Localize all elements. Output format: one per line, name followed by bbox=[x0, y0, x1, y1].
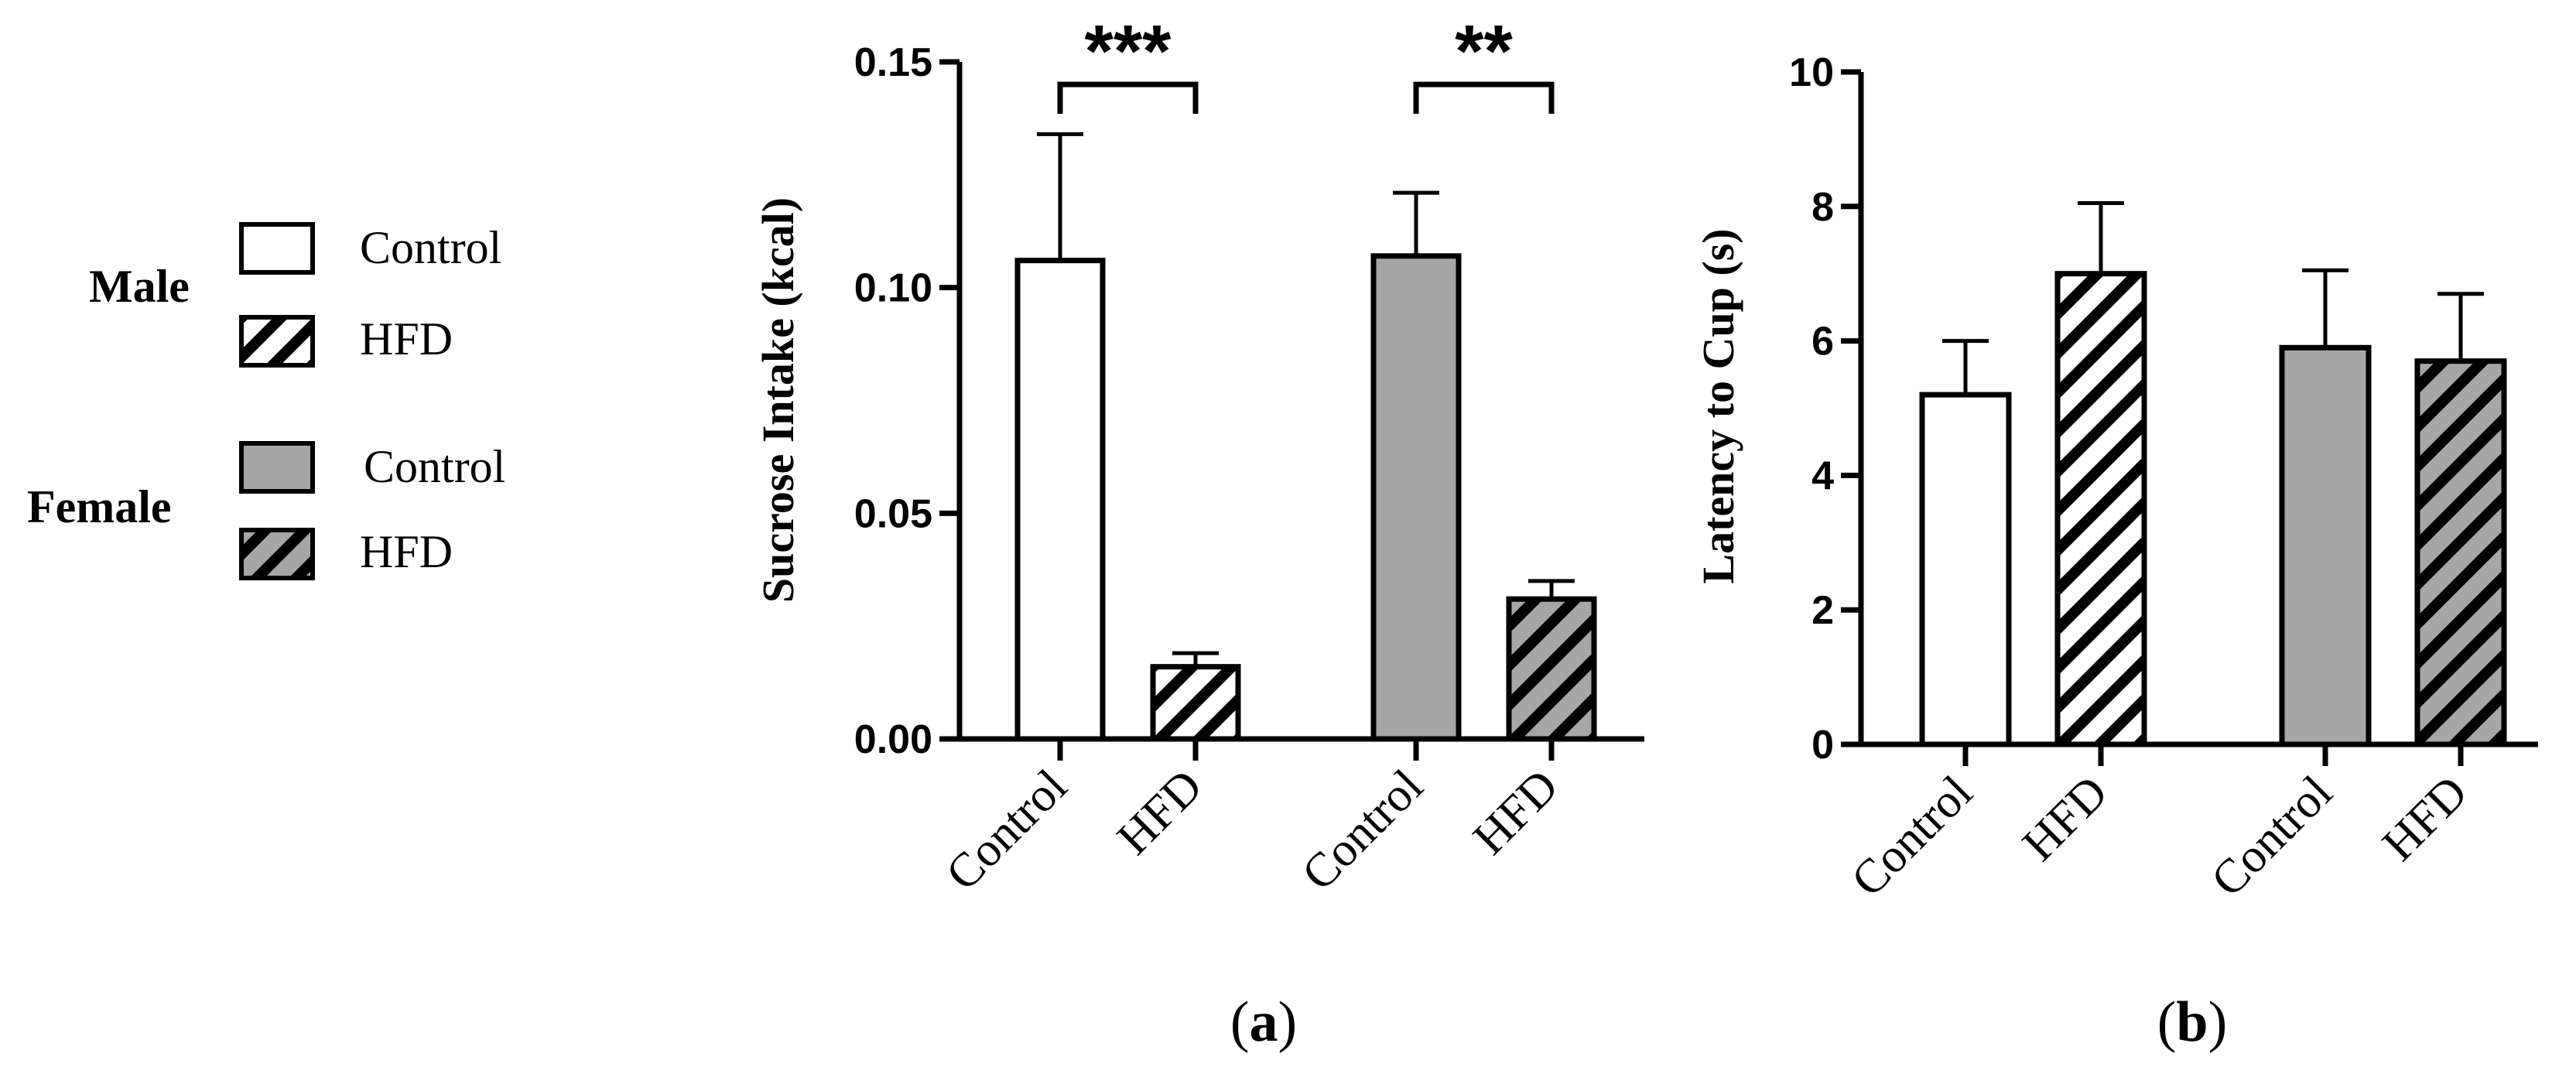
panel-label-a: (a) bbox=[1230, 990, 1297, 1054]
bar-male-hfd bbox=[2054, 271, 2147, 747]
legend-label-male-hfd: HFD bbox=[360, 313, 453, 364]
legend-group-female: Female bbox=[27, 481, 172, 532]
y-tick-label: 0 bbox=[1811, 723, 1834, 768]
category-label: Control bbox=[1842, 766, 1982, 907]
legend-group-male: Male bbox=[89, 261, 190, 312]
significance-label: ** bbox=[1455, 10, 1513, 93]
category-label: Control bbox=[2201, 766, 2342, 907]
significance-bracket bbox=[1057, 81, 1199, 115]
legend-swatch-female-control bbox=[239, 441, 315, 494]
category-label: Control bbox=[1292, 760, 1433, 901]
bar-female-control bbox=[1370, 253, 1462, 742]
panel-label-a-letter: a bbox=[1250, 990, 1278, 1054]
y-tick-label: 6 bbox=[1811, 320, 1834, 364]
bar-male-control bbox=[1014, 258, 1106, 742]
panel-label-b-letter: b bbox=[2176, 990, 2208, 1054]
y-tick-label: 0.15 bbox=[854, 40, 932, 85]
legend-label-female-hfd: HFD bbox=[360, 526, 453, 577]
y-axis-title-a: Sucrose Intake (kcal) bbox=[753, 197, 803, 603]
bar-male-hfd bbox=[1150, 664, 1241, 742]
bar-male-control bbox=[1919, 392, 2012, 747]
chart-panel-a: Sucrose Intake (kcal) 0.00 0.05 0.10 0.15 C… bbox=[753, 10, 1644, 1054]
bar-female-hfd bbox=[2414, 358, 2507, 747]
y-tick-label: 10 bbox=[1789, 50, 1834, 95]
bar-female-control bbox=[2279, 344, 2372, 747]
y-axis-title-b: Latency to Cup (s) bbox=[1693, 228, 1743, 583]
significance-bracket bbox=[1413, 81, 1555, 115]
category-label: HFD bbox=[2013, 766, 2118, 871]
y-tick-label: 0.05 bbox=[854, 491, 932, 536]
legend-swatch-female-hfd bbox=[239, 528, 315, 580]
panel-label-b: (b) bbox=[2157, 990, 2227, 1054]
y-tick-label: 8 bbox=[1811, 185, 1834, 230]
significance-label: *** bbox=[1084, 10, 1172, 93]
category-label: HFD bbox=[1463, 760, 1569, 865]
chart-panel-b: Latency to Cup (s) 0 2 4 6 8 10 Control HFD Con… bbox=[1693, 50, 2538, 1054]
bar-female-hfd bbox=[1506, 596, 1597, 742]
y-tick-label: 0.10 bbox=[854, 266, 932, 311]
y-tick-label: 4 bbox=[1811, 453, 1834, 498]
category-label: HFD bbox=[2372, 766, 2478, 871]
y-tick-label: 0.00 bbox=[854, 717, 932, 762]
category-label: Control bbox=[936, 760, 1077, 901]
category-label: HFD bbox=[1107, 760, 1213, 865]
y-tick-label: 2 bbox=[1811, 588, 1834, 633]
legend: Male Female Control HFD Control HFD bbox=[27, 222, 505, 580]
legend-label-male-control: Control bbox=[360, 222, 501, 273]
legend-label-female-control: Control bbox=[364, 441, 505, 492]
legend-swatch-male-hfd bbox=[239, 315, 315, 368]
legend-swatch-male-control bbox=[239, 222, 315, 275]
